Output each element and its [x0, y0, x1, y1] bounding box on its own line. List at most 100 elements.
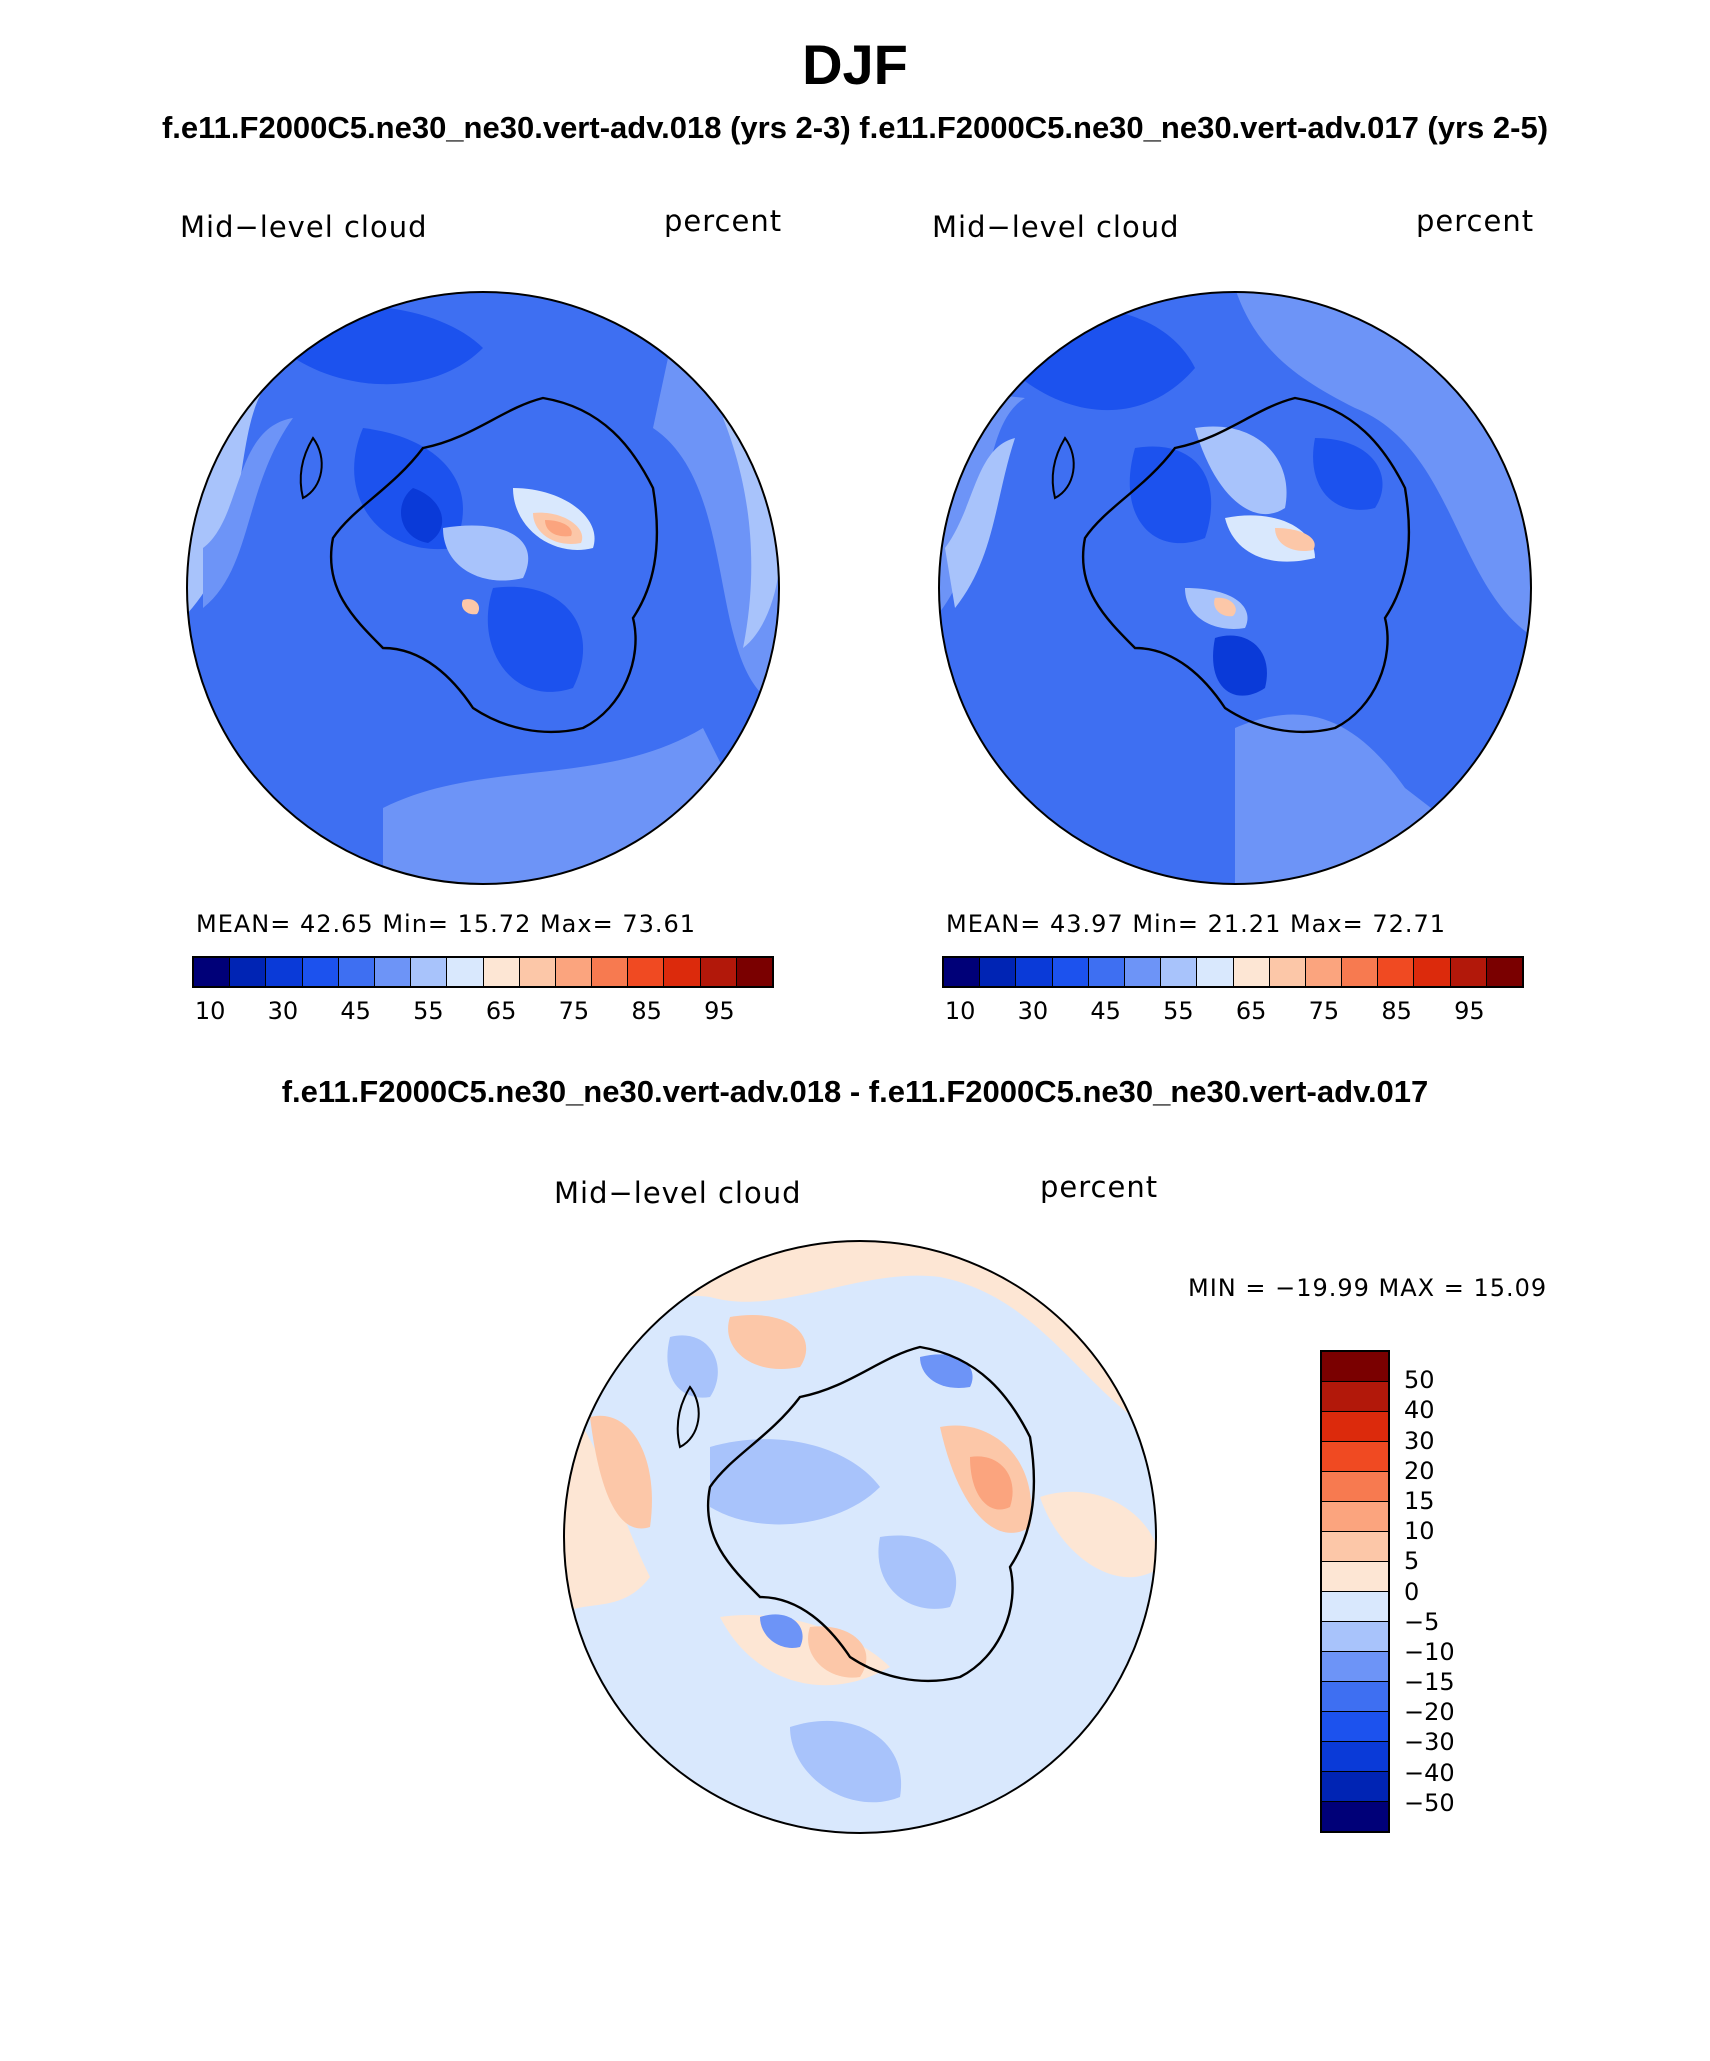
colorbar-tick-label: 85 [1381, 997, 1412, 1025]
colorbar-swatch [483, 958, 520, 986]
diff-warm-east [1040, 1491, 1156, 1578]
panel2-variable-label: Mid−level cloud [932, 210, 1180, 244]
diff-colorbar-tick-label: −50 [1404, 1788, 1455, 1817]
map2-pale-west [945, 438, 1015, 608]
diff-colorbar-tick-label: 20 [1404, 1456, 1435, 1485]
colorbar-tick-label: 65 [485, 997, 517, 1025]
map2-antarctica-coastline [1081, 396, 1411, 734]
panel2-colorbar [942, 956, 1524, 988]
colorbar-swatch [980, 958, 1017, 986]
diff-colorbar [1320, 1350, 1390, 1833]
map2-pale-upper [1195, 426, 1287, 515]
colorbar-tick-label: 55 [413, 997, 444, 1025]
colorbar-tick-label: 45 [340, 997, 371, 1025]
map1-outline [186, 291, 780, 885]
map2-dark-south [1213, 635, 1267, 696]
panel1-colorbar-ticks: 10 30 45 55 65 75 85 95 [192, 997, 774, 1027]
map2-deep-center [1129, 446, 1212, 544]
diff-warm2-south [808, 1626, 867, 1678]
colorbar-swatch [1233, 958, 1270, 986]
diff-colorbar-tick-label: −5 [1404, 1607, 1440, 1636]
diff-colorbar-tick-label: −10 [1404, 1637, 1455, 1666]
season-title: DJF [802, 33, 908, 96]
diff-colorbar-swatch [1322, 1412, 1388, 1442]
colorbar-swatch [519, 958, 556, 986]
panel1-units-label: percent [664, 204, 783, 238]
map2-warm-patch [1275, 528, 1315, 552]
diff-colorbar-swatch [1322, 1472, 1388, 1502]
colorbar-swatch [1088, 958, 1125, 986]
diff-colorbar-swatch [1322, 1772, 1388, 1802]
colorbar-swatch [374, 958, 412, 986]
colorbar-tick-label: 85 [631, 997, 662, 1025]
colorbar-swatch [230, 958, 267, 986]
cases-subtitle: f.e11.F2000C5.ne30_ne30.vert-adv.018 (yr… [161, 110, 1549, 145]
diff-warm-west [564, 1397, 650, 1617]
diff-units-label: percent [1040, 1170, 1159, 1204]
diff-light-northeast [920, 1354, 973, 1388]
colorbar-swatch [1414, 958, 1451, 986]
diff-colorbar-swatch [1322, 1712, 1388, 1742]
diff-polar-map [563, 1240, 1157, 1834]
diff-outline [563, 1240, 1157, 1834]
panel2-polar-map [938, 291, 1532, 885]
map2-peninsula-outline [1051, 436, 1075, 500]
colorbar-swatch [1124, 958, 1162, 986]
diff-colorbar-swatch [1322, 1532, 1388, 1562]
diff-warm2-west [590, 1415, 652, 1529]
diff-light-spot [760, 1614, 803, 1648]
diff-colorbar-tick-label: 50 [1404, 1366, 1435, 1395]
colorbar-tick-label: 65 [1235, 997, 1267, 1025]
diff-colorbar-swatch [1322, 1742, 1388, 1772]
diff-colorbar-swatch [1322, 1622, 1388, 1652]
diff-colorbar-ticks: 50 40 30 20 15 10 5 0 −5 −10 −15 −20 −30 −40 −50 [1404, 1350, 1484, 1833]
map2-outline [938, 291, 1532, 885]
diff-min-max: MIN = −19.99 MAX = 15.09 [1188, 1274, 1548, 1302]
diff-colorbar-swatch [1322, 1442, 1388, 1472]
panel2-units-label: percent [1416, 204, 1535, 238]
diff-colorbar-tick-label: 15 [1404, 1486, 1435, 1515]
panel2-colorbar-ticks: 10 30 45 55 65 75 85 95 [942, 997, 1524, 1027]
diff-colorbar-tick-label: 40 [1404, 1396, 1435, 1425]
colorbar-swatch [338, 958, 375, 986]
difference-title: f.e11.F2000C5.ne30_ne30.vert-adv.018 - f… [281, 1074, 1429, 1109]
diff-warm3-east [970, 1456, 1013, 1510]
panel1-polar-map [186, 291, 780, 885]
colorbar-swatch [1161, 958, 1198, 986]
colorbar-swatch [555, 958, 593, 986]
diff-colorbar-tick-label: 0 [1404, 1577, 1420, 1606]
colorbar-swatch [1052, 958, 1089, 986]
diff-colorbar-tick-label: −20 [1404, 1698, 1455, 1727]
colorbar-swatch [447, 958, 484, 986]
colorbar-swatch [700, 958, 737, 986]
diff-colorbar-swatch [1322, 1652, 1388, 1682]
map1-deep-south [487, 586, 584, 692]
colorbar-swatch [266, 958, 303, 986]
colorbar-swatch [592, 958, 629, 986]
map1-dark-core [401, 488, 443, 543]
map2-palest-patch [1225, 515, 1315, 562]
panel1-colorbar [192, 956, 774, 988]
diff-pale-northwest [667, 1335, 718, 1398]
diff-colorbar-tick-label: −30 [1404, 1728, 1455, 1757]
colorbar-swatch [664, 958, 701, 986]
diff-warm2-north [728, 1315, 807, 1369]
colorbar-tick-label: 75 [1308, 997, 1340, 1025]
panel2-stats: MEAN= 43.97 Min= 21.21 Max= 72.71 [946, 910, 1447, 938]
diff-colorbar-swatch [1322, 1382, 1388, 1412]
map1-light-west [203, 418, 293, 608]
diff-peninsula-outline [676, 1385, 700, 1449]
colorbar-tick-label: 30 [267, 997, 299, 1025]
diff-pale-far-south [790, 1720, 902, 1803]
colorbar-swatch [302, 958, 339, 986]
diff-colorbar-swatch [1322, 1802, 1388, 1831]
diff-colorbar-swatch [1322, 1562, 1388, 1592]
map2-deep-east [1313, 438, 1383, 510]
colorbar-swatch [1450, 958, 1487, 986]
colorbar-swatch [1486, 958, 1522, 986]
colorbar-swatch [1378, 958, 1415, 986]
colorbar-tick-label: 75 [558, 997, 590, 1025]
panel1-variable-label: Mid−level cloud [180, 210, 428, 244]
colorbar-swatch [1305, 958, 1343, 986]
colorbar-swatch [194, 958, 231, 986]
